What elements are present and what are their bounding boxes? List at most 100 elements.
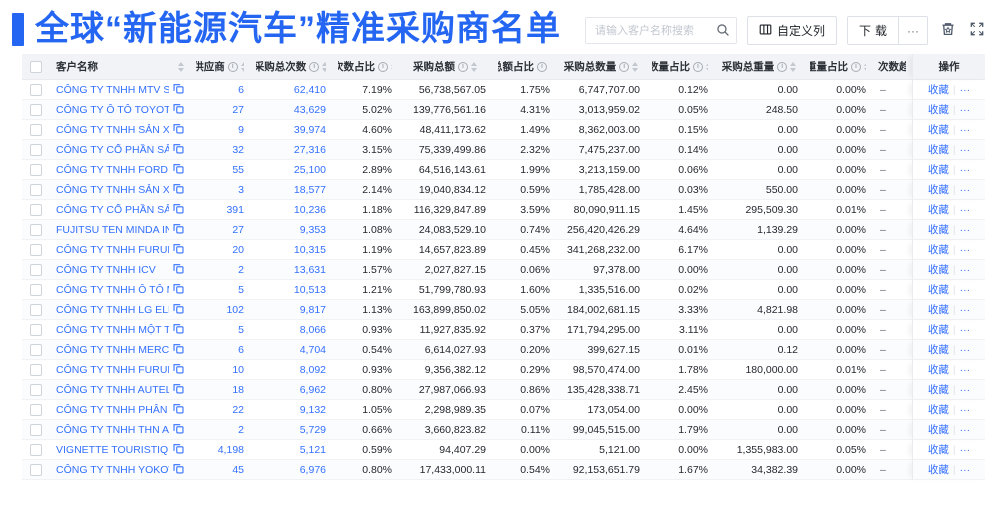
- suppliers-link[interactable]: 4,198: [217, 443, 244, 456]
- customer-name-link[interactable]: CÔNG TY TNHH SẢN XUẤT VÀ ...: [56, 123, 169, 136]
- copy-icon[interactable]: [173, 263, 184, 277]
- delete-button[interactable]: [938, 19, 958, 42]
- suppliers-link[interactable]: 55: [232, 163, 244, 176]
- customer-name-link[interactable]: CÔNG TY TNHH LG ELECTRON...: [56, 303, 169, 316]
- row-checkbox[interactable]: [30, 223, 42, 236]
- row-more-button[interactable]: ···: [959, 204, 971, 216]
- suppliers-link[interactable]: 6: [238, 83, 244, 96]
- info-icon[interactable]: i: [777, 61, 788, 72]
- purchases-link[interactable]: 13,631: [293, 263, 326, 276]
- row-more-button[interactable]: ···: [959, 404, 971, 416]
- col-header-amount[interactable]: 采购总额 i: [398, 54, 492, 80]
- row-more-button[interactable]: ···: [959, 164, 971, 176]
- info-icon[interactable]: i: [619, 61, 630, 72]
- row-checkbox[interactable]: [30, 363, 42, 376]
- purchases-link[interactable]: 43,629: [293, 103, 326, 116]
- purchases-link[interactable]: 10,513: [293, 283, 326, 296]
- suppliers-link[interactable]: 9: [238, 123, 244, 136]
- favorite-button[interactable]: 收藏: [927, 304, 949, 316]
- customer-name-link[interactable]: CÔNG TY TNHH FURUKAWA A...: [56, 363, 169, 376]
- customer-name-link[interactable]: CÔNG TY CỔ PHẦN SẢN XUẤT...: [56, 143, 169, 156]
- suppliers-link[interactable]: 27: [232, 103, 244, 116]
- row-more-button[interactable]: ···: [959, 264, 971, 276]
- row-checkbox[interactable]: [30, 423, 42, 436]
- sort-icon[interactable]: [178, 61, 184, 72]
- purchases-link[interactable]: 5,121: [299, 443, 326, 456]
- favorite-button[interactable]: 收藏: [927, 224, 949, 236]
- sort-icon[interactable]: [706, 61, 708, 72]
- copy-icon[interactable]: [173, 163, 184, 177]
- info-icon[interactable]: i: [378, 61, 388, 72]
- suppliers-link[interactable]: 3: [238, 183, 244, 196]
- favorite-button[interactable]: 收藏: [927, 124, 949, 136]
- row-checkbox[interactable]: [30, 443, 42, 456]
- sort-icon[interactable]: [391, 61, 392, 72]
- row-more-button[interactable]: ···: [959, 344, 971, 356]
- copy-icon[interactable]: [173, 423, 184, 437]
- col-header-quantity[interactable]: 采购总数量 i: [556, 54, 646, 80]
- copy-icon[interactable]: [173, 143, 184, 157]
- col-header-purchases[interactable]: 采购总次数 i: [250, 54, 332, 80]
- sort-icon[interactable]: [471, 61, 477, 72]
- customer-name-link[interactable]: CÔNG TY TNHH THN AUTOPAR...: [56, 423, 169, 436]
- row-checkbox[interactable]: [30, 383, 42, 396]
- fullscreen-button[interactable]: [968, 20, 986, 41]
- row-checkbox[interactable]: [30, 183, 42, 196]
- customer-name-link[interactable]: CÔNG TY TNHH YOKOWO VIỆT...: [56, 463, 169, 476]
- copy-icon[interactable]: [173, 83, 184, 97]
- copy-icon[interactable]: [173, 243, 184, 257]
- row-more-button[interactable]: ···: [959, 364, 971, 376]
- favorite-button[interactable]: 收藏: [927, 264, 949, 276]
- copy-icon[interactable]: [173, 283, 184, 297]
- row-checkbox[interactable]: [30, 463, 42, 476]
- info-icon[interactable]: i: [458, 61, 468, 72]
- row-more-button[interactable]: ···: [959, 304, 971, 316]
- info-icon[interactable]: i: [227, 61, 238, 72]
- copy-icon[interactable]: [173, 103, 184, 117]
- row-more-button[interactable]: ···: [959, 424, 971, 436]
- purchases-link[interactable]: 6,962: [299, 383, 326, 396]
- favorite-button[interactable]: 收藏: [927, 104, 949, 116]
- row-more-button[interactable]: ···: [959, 464, 971, 476]
- purchases-link[interactable]: 62,410: [293, 83, 326, 96]
- row-checkbox[interactable]: [30, 303, 42, 316]
- row-more-button[interactable]: ···: [959, 84, 971, 96]
- customer-name-link[interactable]: CÔNG TY TNHH MỘT THÀNH V...: [56, 323, 169, 336]
- favorite-button[interactable]: 收藏: [927, 404, 949, 416]
- customer-name-link[interactable]: CÔNG TY CỔ PHẦN SẢN XUẤT...: [56, 203, 169, 216]
- purchases-link[interactable]: 39,974: [293, 123, 326, 136]
- row-checkbox[interactable]: [30, 163, 42, 176]
- copy-icon[interactable]: [173, 123, 184, 137]
- sort-icon[interactable]: [790, 61, 797, 72]
- row-more-button[interactable]: ···: [959, 324, 971, 336]
- copy-icon[interactable]: [173, 463, 184, 477]
- purchases-link[interactable]: 10,236: [293, 203, 326, 216]
- row-more-button[interactable]: ···: [959, 284, 971, 296]
- suppliers-link[interactable]: 102: [226, 303, 244, 316]
- info-icon[interactable]: i: [537, 61, 547, 72]
- row-more-button[interactable]: ···: [959, 444, 971, 456]
- suppliers-link[interactable]: 2: [238, 423, 244, 436]
- purchases-link[interactable]: 9,353: [299, 223, 326, 236]
- favorite-button[interactable]: 收藏: [927, 324, 949, 336]
- row-checkbox[interactable]: [30, 123, 42, 136]
- row-checkbox[interactable]: [30, 403, 42, 416]
- purchases-link[interactable]: 9,132: [299, 403, 326, 416]
- row-checkbox[interactable]: [30, 83, 42, 96]
- favorite-button[interactable]: 收藏: [927, 444, 949, 456]
- row-more-button[interactable]: ···: [959, 244, 971, 256]
- row-checkbox[interactable]: [30, 283, 42, 296]
- copy-icon[interactable]: [173, 343, 184, 357]
- suppliers-link[interactable]: 6: [238, 343, 244, 356]
- copy-icon[interactable]: [173, 403, 184, 417]
- copy-icon[interactable]: [173, 223, 184, 237]
- customer-name-link[interactable]: CÔNG TY TNHH MERCEDES-B...: [56, 343, 169, 356]
- purchases-link[interactable]: 10,315: [293, 243, 326, 256]
- customer-name-link[interactable]: CÔNG TY TNHH ICV: [56, 263, 156, 276]
- favorite-button[interactable]: 收藏: [927, 204, 949, 216]
- purchases-link[interactable]: 18,577: [293, 183, 326, 196]
- favorite-button[interactable]: 收藏: [927, 244, 949, 256]
- suppliers-link[interactable]: 22: [232, 403, 244, 416]
- favorite-button[interactable]: 收藏: [927, 84, 949, 96]
- suppliers-link[interactable]: 2: [238, 263, 244, 276]
